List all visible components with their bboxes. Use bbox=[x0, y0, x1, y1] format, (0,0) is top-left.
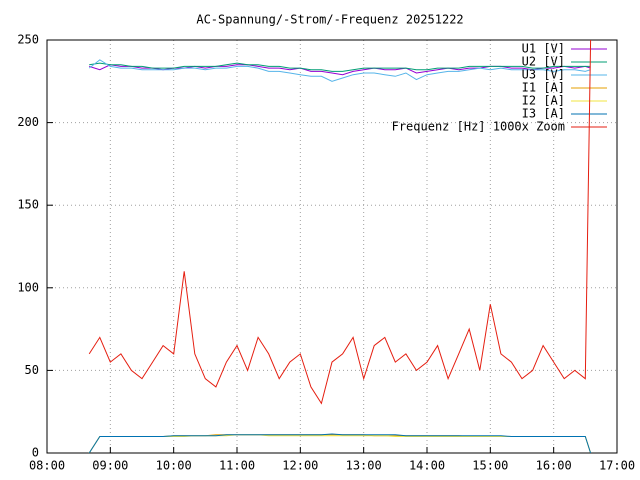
legend-label: U1 [V] bbox=[522, 42, 565, 56]
x-tick-label: 10:00 bbox=[156, 459, 192, 473]
x-tick-label: 17:00 bbox=[599, 459, 635, 473]
legend-label: Frequenz [Hz] 1000x Zoom bbox=[392, 120, 565, 134]
y-tick-label: 200 bbox=[17, 115, 39, 129]
series-line bbox=[88, 59, 591, 82]
x-tick-label: 11:00 bbox=[219, 459, 255, 473]
x-tick-label: 13:00 bbox=[346, 459, 382, 473]
x-tick-label: 16:00 bbox=[536, 459, 572, 473]
series-line bbox=[88, 433, 592, 453]
y-tick-label: 100 bbox=[17, 280, 39, 294]
y-tick-label: 250 bbox=[17, 33, 39, 47]
plot-border bbox=[46, 39, 618, 454]
series-line bbox=[88, 434, 592, 453]
chart-title: AC-Spannung/-Strom/-Frequenz 20251222 bbox=[196, 13, 463, 27]
series-line bbox=[89, 62, 591, 72]
legend-label: I3 [A] bbox=[522, 107, 565, 121]
x-tick-label: 15:00 bbox=[472, 459, 508, 473]
series-line bbox=[88, 434, 592, 453]
legend-label: U3 [V] bbox=[522, 68, 565, 82]
x-tick-label: 09:00 bbox=[92, 459, 128, 473]
y-tick-label: 50 bbox=[25, 363, 39, 377]
legend-label: I1 [A] bbox=[522, 81, 565, 95]
x-tick-label: 12:00 bbox=[282, 459, 318, 473]
legend-label: I2 [A] bbox=[522, 94, 565, 108]
series-line bbox=[88, 39, 592, 405]
legend-label: U2 [V] bbox=[522, 55, 565, 69]
x-tick-label: 08:00 bbox=[29, 459, 65, 473]
y-tick-label: 150 bbox=[17, 198, 39, 212]
x-tick-label: 14:00 bbox=[409, 459, 445, 473]
y-tick-label: 0 bbox=[32, 446, 39, 460]
